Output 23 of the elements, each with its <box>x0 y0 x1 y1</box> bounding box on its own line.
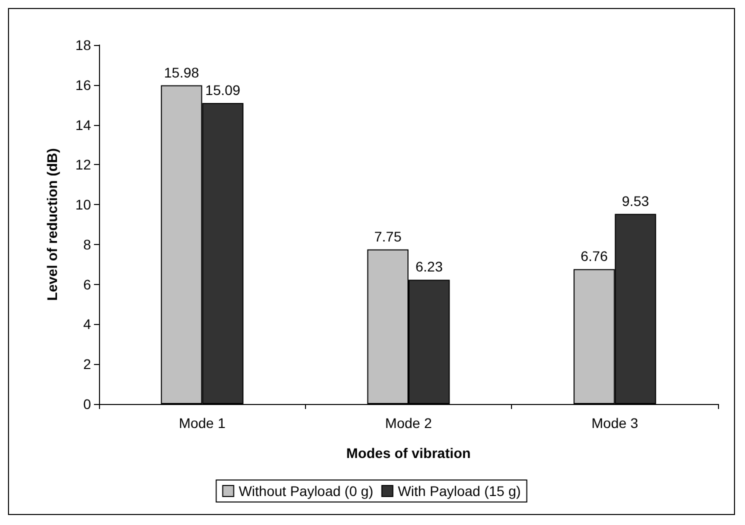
x-tick-label: Mode 3 <box>591 415 638 431</box>
x-tick-label: Mode 1 <box>178 415 226 431</box>
data-label: 9.53 <box>622 192 650 209</box>
x-tick-label: Mode 2 <box>385 415 432 431</box>
legend-label: With Payload (15 g) <box>398 483 521 499</box>
y-tick-label: 4 <box>83 316 92 332</box>
data-label: 7.75 <box>374 228 402 244</box>
y-axis-title: Level of reduction (dB) <box>44 148 60 301</box>
x-axis-title: Modes of vibration <box>346 445 471 461</box>
data-label: 15.98 <box>164 64 200 80</box>
y-tick-label: 10 <box>75 196 92 213</box>
data-label: 6.76 <box>580 248 608 264</box>
y-tick-label: 16 <box>75 76 92 93</box>
y-tick-label: 18 <box>75 37 92 53</box>
data-label: 6.23 <box>416 258 443 275</box>
y-tick-label: 6 <box>83 276 92 292</box>
y-tick-label: 0 <box>83 396 92 412</box>
legend-label: Without Payload (0 g) <box>238 483 374 499</box>
y-tick-label: 2 <box>83 356 92 372</box>
data-label: 15.09 <box>205 82 241 98</box>
y-tick-label: 12 <box>75 156 92 173</box>
y-tick-label: 14 <box>75 116 92 133</box>
y-tick-label: 8 <box>83 236 92 252</box>
